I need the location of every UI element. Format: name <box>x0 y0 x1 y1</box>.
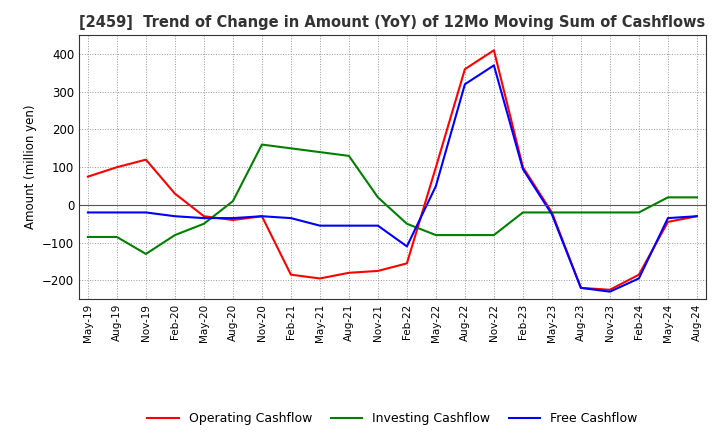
Free Cashflow <box>577 285 585 290</box>
Investing Cashflow <box>258 142 266 147</box>
Investing Cashflow <box>693 195 701 200</box>
Free Cashflow <box>490 63 498 68</box>
Free Cashflow <box>664 216 672 221</box>
Operating Cashflow <box>228 217 237 223</box>
Operating Cashflow <box>402 261 411 266</box>
Investing Cashflow <box>606 210 614 215</box>
Free Cashflow <box>112 210 121 215</box>
Free Cashflow <box>258 213 266 219</box>
Title: [2459]  Trend of Change in Amount (YoY) of 12Mo Moving Sum of Cashflows: [2459] Trend of Change in Amount (YoY) o… <box>79 15 706 30</box>
Investing Cashflow <box>84 235 92 240</box>
Free Cashflow <box>374 223 382 228</box>
Operating Cashflow <box>693 213 701 219</box>
Y-axis label: Amount (million yen): Amount (million yen) <box>24 105 37 229</box>
Free Cashflow <box>461 81 469 87</box>
Investing Cashflow <box>461 232 469 238</box>
Free Cashflow <box>518 166 527 172</box>
Operating Cashflow <box>345 270 354 275</box>
Operating Cashflow <box>171 191 179 196</box>
Operating Cashflow <box>606 287 614 293</box>
Free Cashflow <box>402 244 411 249</box>
Investing Cashflow <box>287 146 295 151</box>
Operating Cashflow <box>490 48 498 53</box>
Free Cashflow <box>142 210 150 215</box>
Investing Cashflow <box>664 195 672 200</box>
Investing Cashflow <box>199 221 208 227</box>
Free Cashflow <box>548 212 557 217</box>
Investing Cashflow <box>171 232 179 238</box>
Operating Cashflow <box>315 276 324 281</box>
Legend: Operating Cashflow, Investing Cashflow, Free Cashflow: Operating Cashflow, Investing Cashflow, … <box>143 407 642 430</box>
Investing Cashflow <box>490 232 498 238</box>
Free Cashflow <box>287 216 295 221</box>
Free Cashflow <box>693 213 701 219</box>
Investing Cashflow <box>228 198 237 204</box>
Line: Free Cashflow: Free Cashflow <box>88 66 697 292</box>
Operating Cashflow <box>374 268 382 274</box>
Free Cashflow <box>228 216 237 221</box>
Investing Cashflow <box>142 251 150 257</box>
Investing Cashflow <box>548 210 557 215</box>
Free Cashflow <box>171 213 179 219</box>
Free Cashflow <box>606 289 614 294</box>
Operating Cashflow <box>258 213 266 219</box>
Investing Cashflow <box>402 221 411 227</box>
Investing Cashflow <box>634 210 643 215</box>
Free Cashflow <box>199 216 208 221</box>
Operating Cashflow <box>518 165 527 170</box>
Operating Cashflow <box>664 219 672 224</box>
Investing Cashflow <box>431 232 440 238</box>
Operating Cashflow <box>431 165 440 170</box>
Operating Cashflow <box>142 157 150 162</box>
Operating Cashflow <box>112 165 121 170</box>
Free Cashflow <box>431 183 440 189</box>
Operating Cashflow <box>199 213 208 219</box>
Line: Investing Cashflow: Investing Cashflow <box>88 145 697 254</box>
Investing Cashflow <box>345 153 354 158</box>
Investing Cashflow <box>518 210 527 215</box>
Free Cashflow <box>315 223 324 228</box>
Operating Cashflow <box>577 285 585 290</box>
Operating Cashflow <box>287 272 295 277</box>
Operating Cashflow <box>634 272 643 277</box>
Investing Cashflow <box>577 210 585 215</box>
Investing Cashflow <box>315 150 324 155</box>
Investing Cashflow <box>112 235 121 240</box>
Free Cashflow <box>345 223 354 228</box>
Line: Operating Cashflow: Operating Cashflow <box>88 50 697 290</box>
Operating Cashflow <box>548 210 557 215</box>
Free Cashflow <box>634 276 643 281</box>
Free Cashflow <box>84 210 92 215</box>
Investing Cashflow <box>374 195 382 200</box>
Operating Cashflow <box>461 66 469 72</box>
Operating Cashflow <box>84 174 92 179</box>
